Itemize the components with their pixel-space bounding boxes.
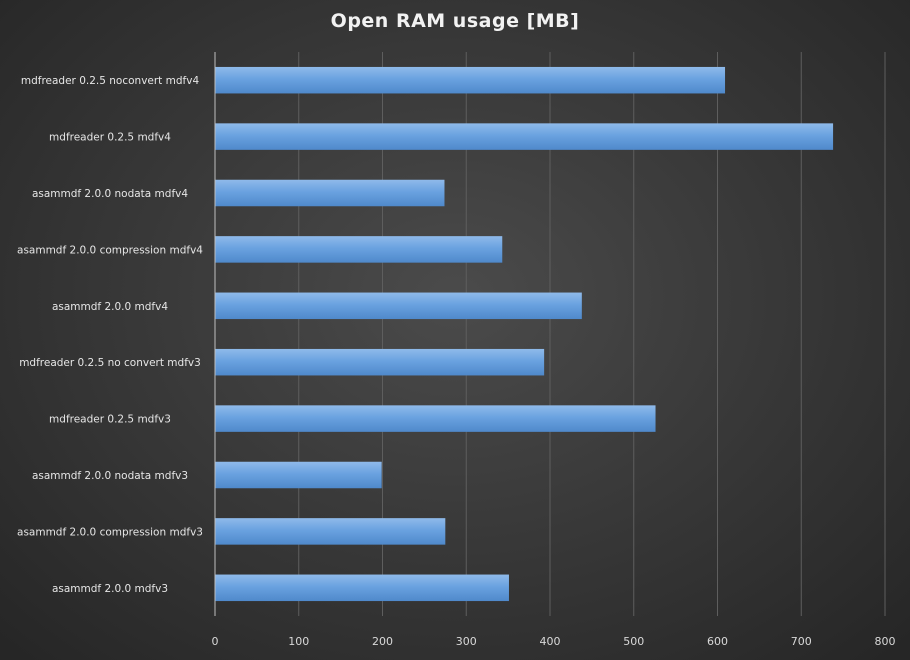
bar <box>215 405 656 432</box>
bar <box>215 518 446 545</box>
bar <box>215 574 509 602</box>
category-label: mdfreader 0.2.5 noconvert mdfv4 <box>21 75 200 87</box>
bar <box>215 461 382 489</box>
category-label: asammdf 2.0.0 mdfv3 <box>52 583 168 595</box>
gridlines <box>298 52 886 616</box>
category-label: asammdf 2.0.0 compression mdfv4 <box>17 244 203 256</box>
category-label: asammdf 2.0.0 mdfv4 <box>52 301 168 313</box>
labels: 0 100 200 300 400 500 600 700 800 mdfreader 0.2.5… <box>17 75 895 648</box>
x-tick-label: 400 <box>540 635 561 648</box>
category-label: mdfreader 0.2.5 no convert mdfv3 <box>19 357 201 369</box>
bar <box>215 66 726 94</box>
bar <box>215 292 582 320</box>
x-tick-label: 800 <box>875 635 896 648</box>
bar <box>215 348 545 376</box>
x-tick-label: 700 <box>791 635 812 648</box>
chart-title: Open RAM usage [MB] <box>330 10 580 32</box>
category-label: asammdf 2.0.0 nodata mdfv3 <box>32 470 188 482</box>
category-label: mdfreader 0.2.5 mdfv3 <box>49 414 171 426</box>
x-tick-label: 500 <box>623 635 644 648</box>
category-label: mdfreader 0.2.5 mdfv4 <box>49 132 171 144</box>
x-tick-label: 300 <box>456 635 477 648</box>
bar <box>215 123 834 150</box>
x-tick-label: 0 <box>212 635 219 648</box>
bar <box>215 179 445 207</box>
x-tick-label: 100 <box>288 635 309 648</box>
x-tick-label: 200 <box>372 635 393 648</box>
x-tick-label: 600 <box>707 635 728 648</box>
category-label: asammdf 2.0.0 nodata mdfv4 <box>32 188 188 200</box>
bar <box>215 236 503 263</box>
bars <box>215 66 834 602</box>
category-label: asammdf 2.0.0 compression mdfv3 <box>17 526 203 538</box>
